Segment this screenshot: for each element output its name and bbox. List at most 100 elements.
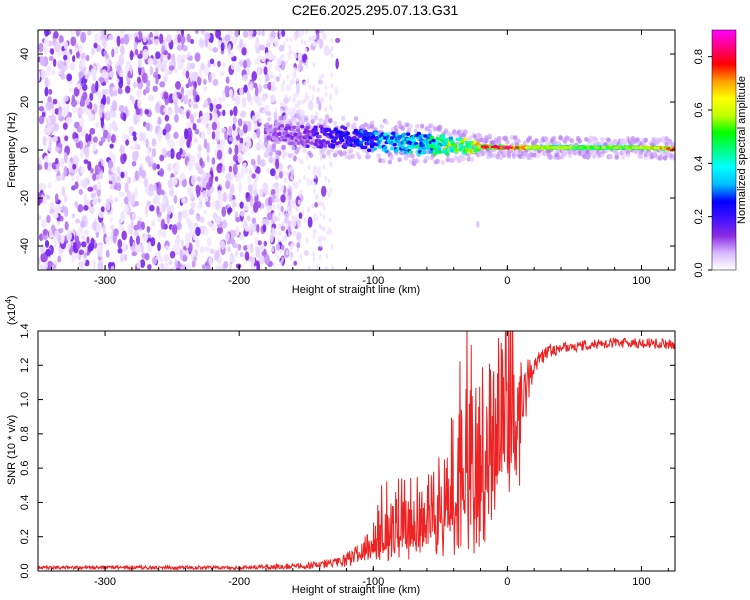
noise-cell bbox=[50, 126, 55, 134]
noise-cell bbox=[286, 74, 290, 80]
signal-core-cell bbox=[463, 137, 468, 142]
noise-cell bbox=[293, 66, 297, 72]
signal-core-cell bbox=[444, 151, 450, 156]
noise-cell bbox=[124, 64, 129, 74]
noise-cell bbox=[189, 101, 195, 106]
noise-cell bbox=[264, 52, 270, 59]
signal-halo-cell bbox=[281, 144, 286, 150]
noise-cell bbox=[232, 116, 237, 125]
noise-cell bbox=[282, 41, 286, 47]
noise-cell bbox=[237, 118, 243, 127]
noise-cell bbox=[272, 261, 276, 267]
noise-cell bbox=[195, 184, 201, 194]
noise-cell bbox=[256, 201, 262, 209]
signal-halo-cell bbox=[413, 128, 418, 134]
noise-cell bbox=[263, 240, 267, 247]
noise-cell bbox=[233, 106, 238, 117]
signal-halo-cell bbox=[429, 123, 434, 129]
noise-cell bbox=[163, 91, 169, 100]
signal-halo-cell bbox=[427, 129, 433, 135]
noise-cell bbox=[257, 240, 262, 246]
noise-cell bbox=[195, 94, 200, 103]
signal-halo-cell bbox=[469, 156, 475, 162]
noise-cell bbox=[312, 256, 316, 262]
signal-halo-cell bbox=[466, 152, 471, 158]
noise-cell bbox=[74, 181, 79, 190]
noise-cell bbox=[222, 109, 226, 117]
noise-cell bbox=[208, 256, 213, 266]
noise-cell bbox=[221, 164, 226, 174]
noise-cell bbox=[328, 49, 331, 55]
noise-cell bbox=[176, 221, 182, 231]
noise-cell bbox=[203, 65, 210, 76]
signal-halo-cell bbox=[324, 114, 330, 120]
noise-cell bbox=[121, 230, 127, 241]
signal-halo-cell bbox=[302, 148, 307, 154]
signal-core-cell bbox=[440, 136, 446, 141]
noise-cell bbox=[96, 222, 103, 233]
noise-cell bbox=[243, 30, 249, 38]
noise-cell bbox=[155, 51, 161, 60]
noise-cell bbox=[283, 178, 287, 184]
noise-cell bbox=[279, 108, 283, 114]
noise-cell bbox=[224, 231, 230, 242]
noise-cell bbox=[63, 206, 69, 218]
noise-cell bbox=[99, 170, 104, 180]
noise-cell bbox=[150, 154, 154, 164]
noise-cell bbox=[321, 73, 325, 79]
noise-cell bbox=[322, 226, 326, 232]
snr-frame bbox=[37, 330, 676, 572]
noise-cell bbox=[164, 68, 170, 76]
noise-cell bbox=[175, 245, 182, 256]
noise-cell bbox=[49, 201, 55, 210]
signal-core-cell bbox=[436, 147, 442, 151]
noise-cell bbox=[208, 221, 213, 228]
noise-cell bbox=[98, 93, 102, 101]
noise-cell bbox=[208, 176, 213, 188]
noise-cell bbox=[254, 166, 261, 175]
noise-cell bbox=[146, 122, 151, 132]
signal-halo-cell bbox=[432, 126, 438, 132]
noise-cell bbox=[108, 71, 115, 78]
noise-cell bbox=[324, 85, 328, 91]
noise-cell bbox=[132, 131, 137, 137]
noise-cell bbox=[312, 233, 316, 239]
noise-cell bbox=[161, 60, 167, 70]
anomaly-blip bbox=[476, 220, 480, 228]
noise-cell bbox=[132, 150, 138, 162]
noise-cell bbox=[159, 33, 164, 45]
noise-cell bbox=[147, 39, 153, 45]
noise-cell bbox=[232, 154, 238, 162]
noise-cell bbox=[279, 146, 282, 152]
noise-cell bbox=[83, 204, 89, 211]
noise-cell bbox=[43, 195, 48, 205]
noise-cell bbox=[299, 254, 303, 260]
noise-cell bbox=[193, 80, 197, 90]
noise-cell bbox=[237, 243, 242, 251]
noise-cell bbox=[250, 243, 254, 254]
noise-cell bbox=[119, 144, 125, 155]
noise-cell bbox=[158, 252, 162, 262]
noise-cell bbox=[292, 230, 297, 237]
noise-cell bbox=[222, 61, 226, 69]
noise-cell bbox=[41, 71, 46, 80]
noise-cell bbox=[174, 68, 178, 74]
noise-cell bbox=[174, 113, 179, 123]
noise-cell bbox=[87, 186, 94, 192]
signal-core-cell bbox=[265, 122, 270, 127]
noise-cell bbox=[206, 125, 211, 136]
signal-core-cell bbox=[314, 131, 320, 136]
noise-cell bbox=[265, 167, 271, 174]
noise-cell bbox=[324, 175, 327, 181]
noise-cell bbox=[47, 144, 52, 152]
noise-cell bbox=[198, 195, 204, 203]
signal-halo-cell bbox=[363, 122, 368, 128]
noise-cell bbox=[45, 68, 51, 77]
noise-cell bbox=[137, 88, 142, 98]
noise-cell bbox=[318, 38, 324, 49]
noise-cell bbox=[274, 174, 280, 180]
signal-core-cell bbox=[392, 142, 397, 147]
noise-cell bbox=[74, 201, 79, 209]
noise-cell bbox=[257, 67, 261, 76]
noise-cell bbox=[279, 166, 282, 172]
